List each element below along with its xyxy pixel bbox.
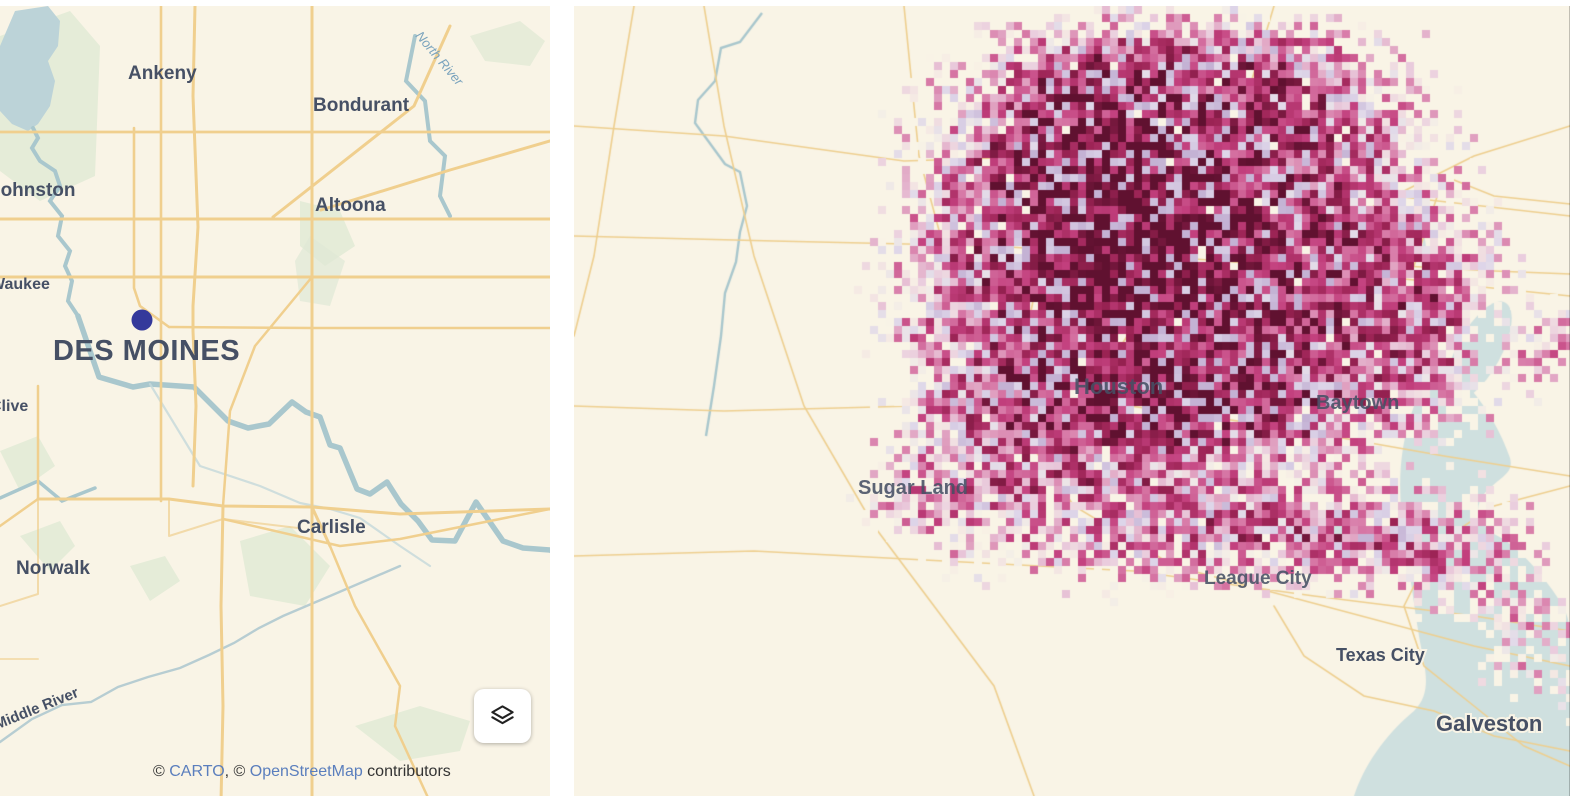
svg-text:Sugar Land: Sugar Land <box>858 477 968 499</box>
svg-text:Bondurant: Bondurant <box>313 95 410 116</box>
svg-text:Texas City: Texas City <box>1336 645 1425 665</box>
svg-text:Clive: Clive <box>0 398 28 415</box>
svg-text:Baytown: Baytown <box>1316 392 1399 414</box>
svg-text:Norwalk: Norwalk <box>16 558 90 579</box>
svg-text:Galveston: Galveston <box>1436 711 1542 736</box>
svg-text:Ankeny: Ankeny <box>128 63 197 84</box>
svg-text:Waukee: Waukee <box>0 276 50 293</box>
svg-text:Johnston: Johnston <box>0 180 76 201</box>
svg-text:League City: League City <box>1204 568 1312 589</box>
svg-text:Altoona: Altoona <box>315 195 386 216</box>
svg-text:Carlisle: Carlisle <box>297 517 366 538</box>
svg-text:DES MOINES: DES MOINES <box>53 335 240 367</box>
svg-text:Houston: Houston <box>1074 374 1163 399</box>
